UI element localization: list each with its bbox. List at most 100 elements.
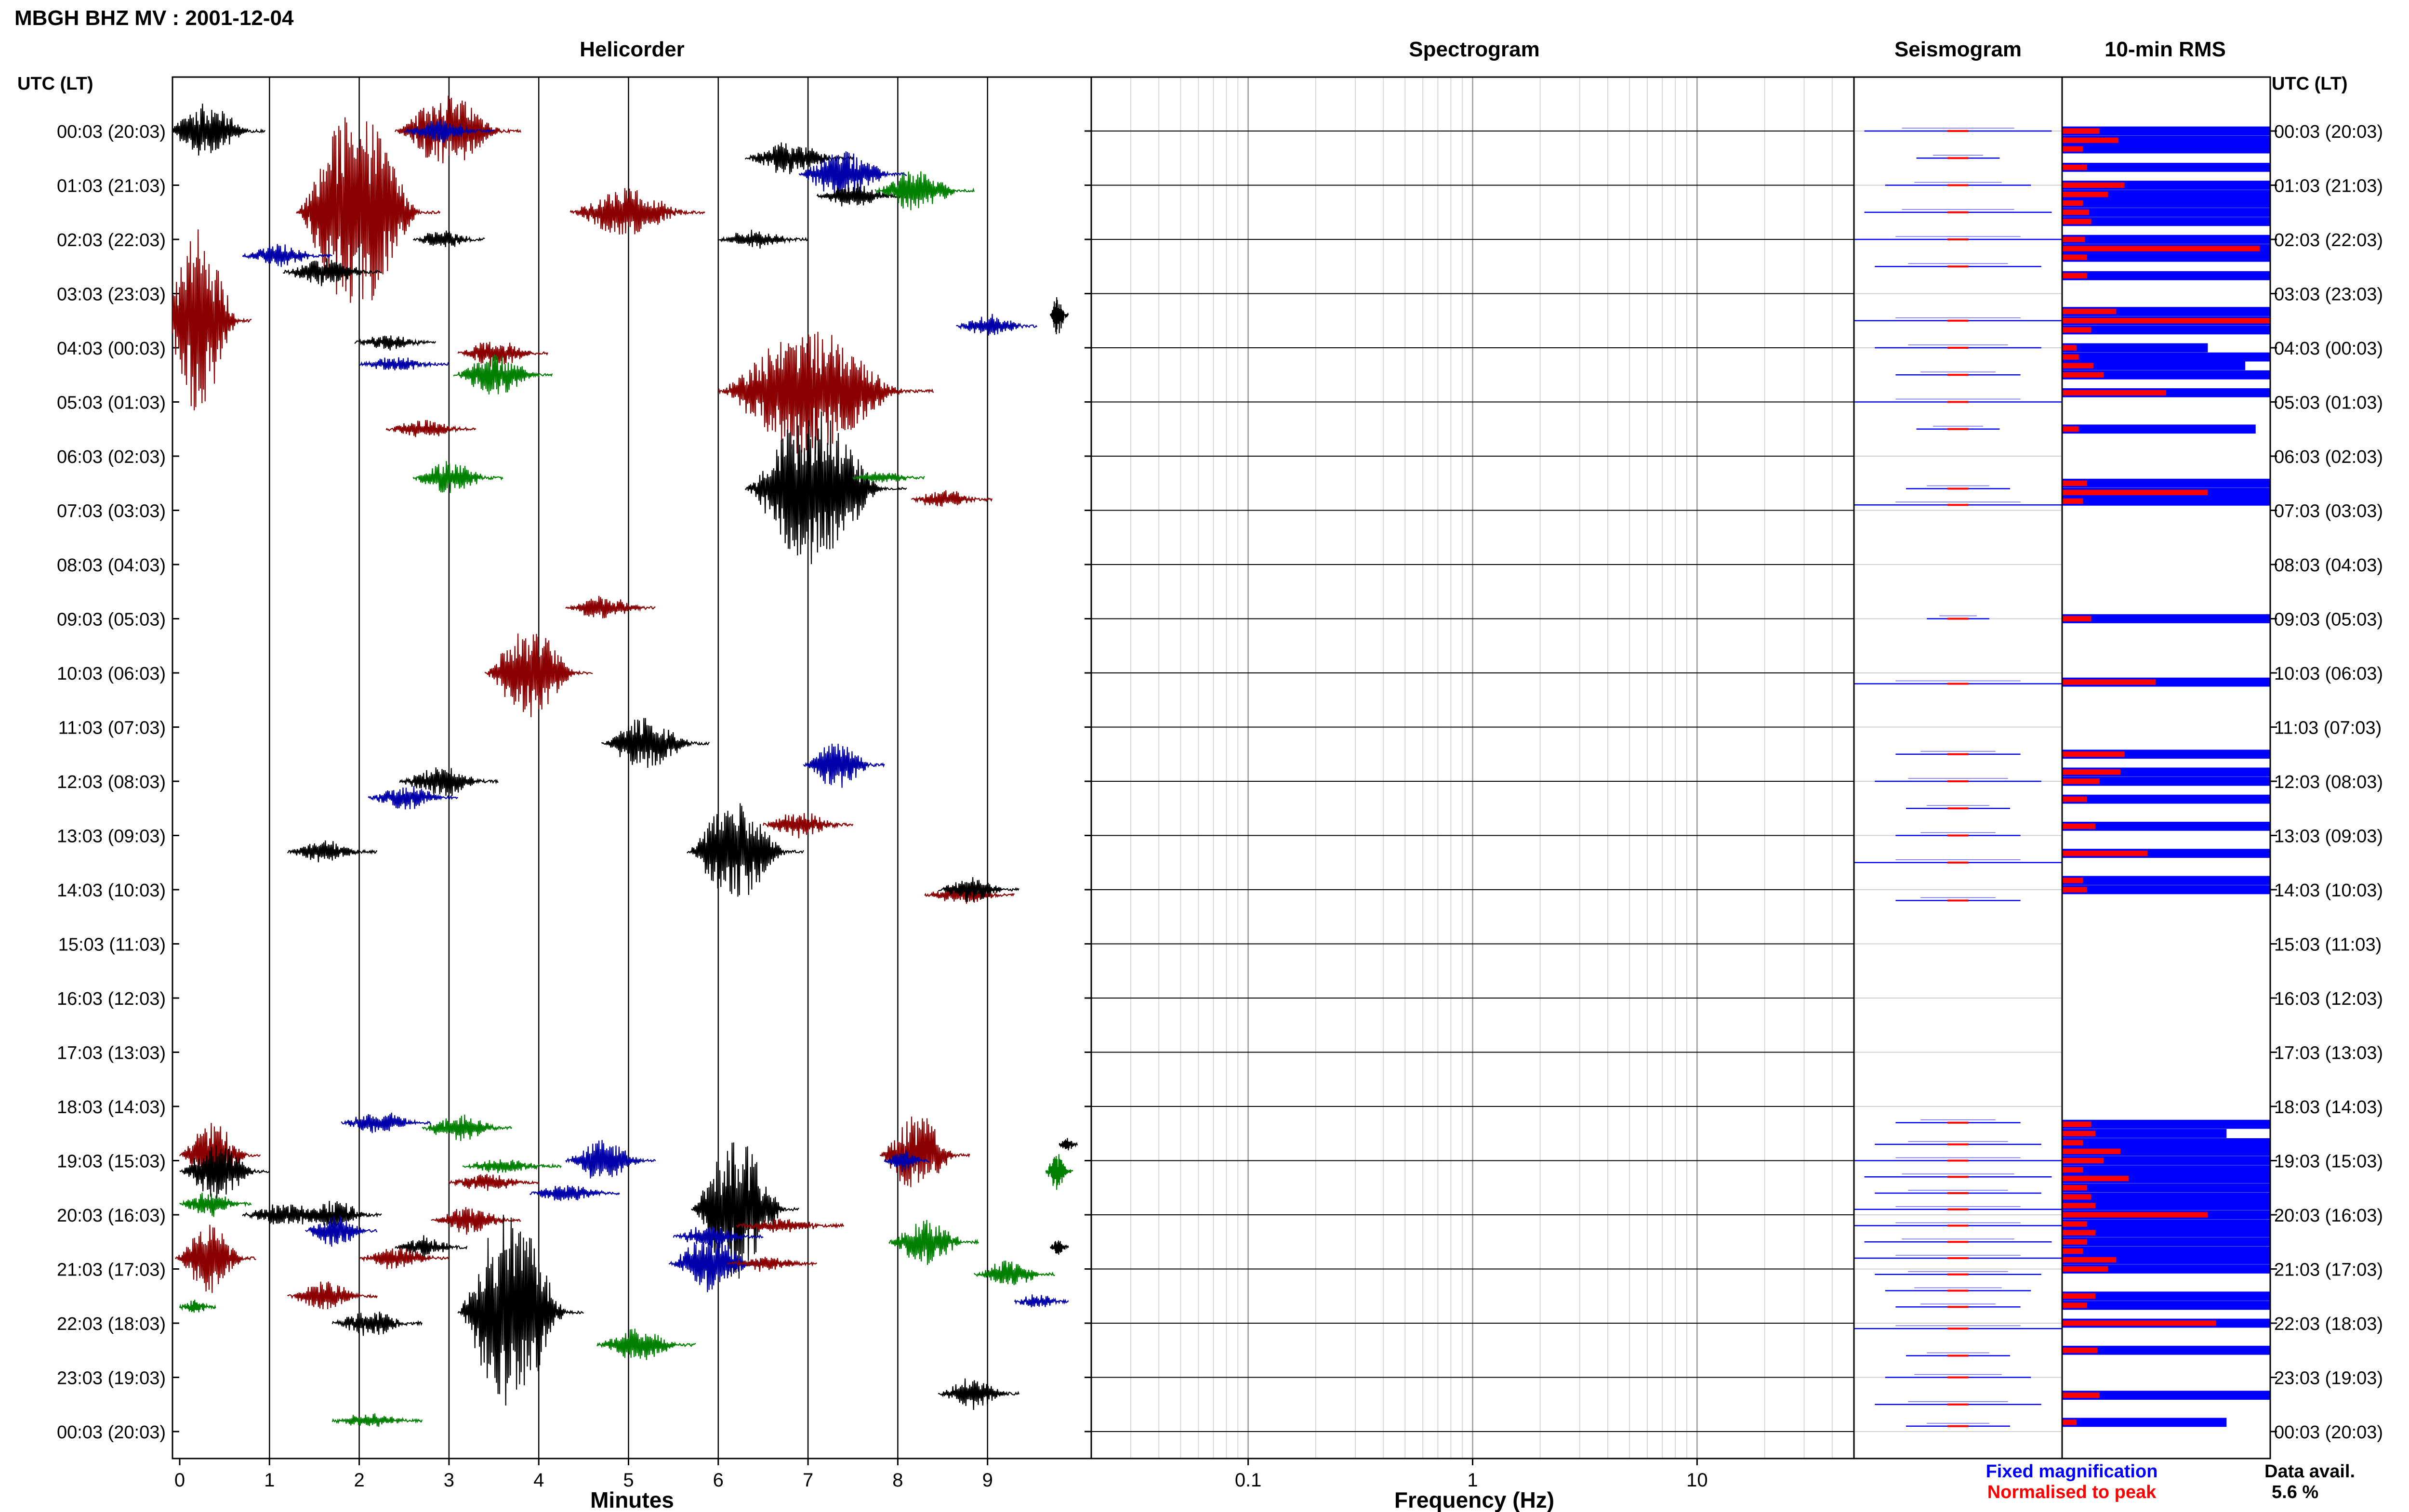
rms-normalised-bar: [2062, 219, 2091, 224]
row-time-label-left: 08:03 (04:03): [57, 555, 166, 576]
spectrogram-xlabel: Frequency (Hz): [1394, 1487, 1554, 1512]
rms-normalised-bar: [2062, 1167, 2083, 1173]
helicorder-event-trace: [462, 1159, 562, 1173]
row-time-label-right: 15:03 (11:03): [2274, 935, 2382, 955]
row-time-label-left: 19:03 (15:03): [57, 1152, 166, 1172]
helicorder-x-tick-label: 0: [174, 1470, 185, 1491]
rms-panel: [2061, 76, 2277, 1459]
rms-fixed-bar: [2062, 614, 2270, 623]
helicorder-event-trace: [287, 840, 378, 863]
rms-normalised-bar: [2062, 778, 2100, 784]
helicorder-event-trace: [924, 886, 1015, 904]
row-time-label-left: 07:03 (03:03): [57, 501, 166, 522]
helicorder-event-trace: [484, 633, 593, 717]
rms-title: 10-min RMS: [2105, 38, 2226, 61]
rms-fixed-bar: [2062, 1138, 2270, 1147]
row-time-label-left: 16:03 (12:03): [57, 989, 166, 1009]
helicorder-event-trace: [744, 411, 907, 565]
row-time-label-right: 23:03 (19:03): [2274, 1368, 2383, 1389]
rms-fixed-bar: [2062, 343, 2208, 353]
row-time-label-right: 07:03 (03:03): [2274, 501, 2383, 522]
helicorder-event-trace: [174, 1224, 256, 1293]
row-time-label-left: 00:03 (20:03): [57, 122, 166, 142]
helicorder-panel: 0 1 2 3 4 5 6 7 8 9: [172, 76, 1092, 1491]
helicorder-event-trace: [287, 1281, 378, 1310]
helicorder-event-trace: [888, 1220, 979, 1265]
spectrogram-x-tick-label: 1: [1467, 1470, 1478, 1491]
helicorder-event-trace: [422, 1114, 513, 1141]
helicorder-event-trace: [457, 342, 548, 367]
rms-fixed-bar: [2062, 497, 2270, 506]
helicorder-x-tick-label: 5: [623, 1470, 634, 1491]
helicorder-event-trace: [282, 258, 383, 287]
rms-normalised-bar: [2062, 390, 2166, 395]
row-time-label-left: 03:03 (23:03): [57, 285, 166, 305]
rms-normalised-bar: [2062, 345, 2077, 351]
rms-normalised-bar: [2062, 1320, 2216, 1326]
row-time-label-right: 08:03 (04:03): [2274, 555, 2383, 576]
helicorder-event-trace: [736, 1218, 845, 1233]
rms-fixed-bar: [2062, 1391, 2270, 1400]
helicorder-title: Helicorder: [580, 38, 685, 61]
helicorder-event-trace: [385, 420, 477, 437]
rms-fixed-bar: [2062, 1219, 2270, 1229]
row-time-label-left: 05:03 (01:03): [57, 393, 166, 413]
rms-normalised-bar: [2062, 210, 2090, 215]
helicorder-x-tick-label: 9: [982, 1470, 993, 1491]
rms-fixed-bar: [2062, 190, 2270, 199]
rms-normalised-bar: [2062, 1302, 2087, 1308]
helicorder-event-trace: [762, 813, 854, 839]
helicorder-event-trace: [354, 335, 436, 351]
row-time-label-left: 02:03 (22:03): [57, 230, 166, 250]
row-time-label-right: 20:03 (16:03): [2274, 1206, 2383, 1226]
row-time-label-right: 16:03 (12:03): [2274, 989, 2383, 1009]
rms-fixed-bar: [2062, 1291, 2270, 1301]
helicorder-event-trace: [172, 229, 252, 410]
row-time-label-right: 00:03 (20:03): [2274, 122, 2383, 142]
row-time-label-right: 01:03 (21:03): [2274, 176, 2383, 197]
row-time-label-right: 05:03 (01:03): [2274, 393, 2383, 413]
helicorder-event-trace: [331, 1413, 423, 1427]
rms-normalised-bar: [2062, 796, 2087, 802]
row-time-label-left: 09:03 (05:03): [57, 610, 166, 630]
rms-normalised-bar: [2062, 254, 2087, 260]
helicorder-event-trace: [453, 354, 553, 394]
rms-normalised-bar: [2062, 1230, 2096, 1236]
rms-normalised-bar: [2062, 878, 2083, 883]
helicorder-event-trace: [798, 151, 907, 197]
rms-fixed-bar: [2062, 217, 2270, 226]
rms-fixed-bar: [2062, 1264, 2270, 1274]
left-axis-header: UTC (LT): [17, 74, 93, 94]
right-axis-header: UTC (LT): [2272, 74, 2348, 94]
rms-fixed-bar: [2062, 370, 2270, 380]
helicorder-event-trace: [565, 596, 656, 618]
helicorder-event-trace: [242, 244, 332, 267]
row-time-label-right: 22:03 (18:03): [2274, 1314, 2383, 1334]
helicorder-event-trace: [431, 1207, 521, 1235]
row-time-label-left: 21:03 (17:03): [57, 1260, 166, 1280]
row-time-label-right: 17:03 (13:03): [2274, 1043, 2383, 1064]
helicorder-x-tick-label: 8: [892, 1470, 903, 1491]
helicorder-event-trace: [412, 461, 503, 493]
row-time-label-left: 20:03 (16:03): [57, 1206, 166, 1226]
helicorder-event-trace: [1050, 297, 1069, 334]
row-time-label-right: 03:03 (23:03): [2274, 285, 2383, 305]
row-time-label-left: 13:03 (09:03): [57, 827, 166, 847]
helicorder-event-trace: [1045, 1154, 1073, 1190]
row-time-label-right: 04:03 (00:03): [2274, 339, 2383, 359]
helicorder-event-trace: [359, 1248, 450, 1269]
row-time-label-right: 13:03 (09:03): [2274, 827, 2383, 847]
helicorder-x-tick-label: 3: [444, 1470, 454, 1491]
rms-fixed-bar: [2062, 163, 2270, 172]
rms-normalised-bar: [2062, 237, 2085, 242]
helicorder-event-trace: [448, 1174, 539, 1191]
rms-normalised-bar: [2062, 751, 2125, 757]
helicorder-event-trace: [938, 1378, 1019, 1410]
rms-fixed-bar: [2062, 271, 2270, 280]
helicorder-x-tick-label: 1: [264, 1470, 275, 1491]
helicorder-event-trace: [687, 803, 804, 897]
helicorder-event-trace: [727, 1257, 817, 1272]
rms-normalised-bar: [2062, 1176, 2129, 1182]
helicorder-x-tick-label: 2: [354, 1470, 364, 1491]
helicorder-event-trace: [1059, 1138, 1078, 1151]
